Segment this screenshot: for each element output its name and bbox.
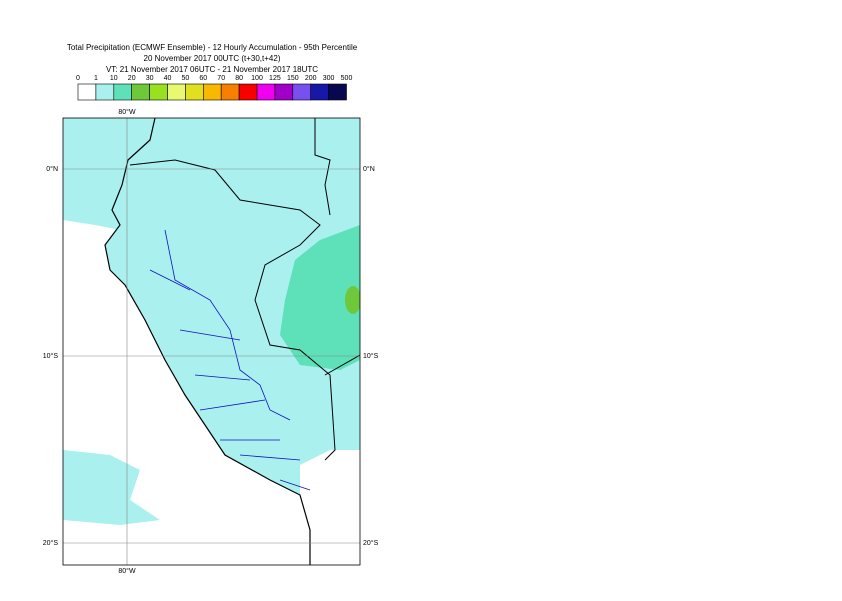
legend-label: 60 [199, 75, 207, 82]
valid-time: VT: 21 November 2017 06UTC - 21 November… [106, 65, 318, 74]
lon-label: 80°W [118, 108, 136, 116]
legend: 0 1 10 20 30 40 50 60 70 80 100 125 150 200 300 500 [76, 75, 353, 101]
map [63, 118, 360, 565]
lat-label: 10°S [43, 352, 59, 360]
dry-area [300, 450, 360, 565]
legend-box [185, 83, 204, 101]
lat-label: 20°S [363, 539, 379, 547]
title: Total Precipitation (ECMWF Ensemble) - 1… [67, 43, 358, 52]
legend-label: 20 [128, 75, 136, 82]
legend-label: 30 [146, 75, 154, 82]
border [129, 118, 360, 461]
lat-label: 0°N [46, 165, 58, 173]
legend-box [274, 83, 294, 101]
precip-area [280, 225, 360, 370]
legend-label: 80 [235, 75, 243, 82]
legend-box [77, 83, 97, 101]
legend-box [131, 83, 150, 101]
legend-box [149, 83, 168, 101]
legend-label: 200 [305, 75, 317, 82]
legend-box [310, 83, 329, 101]
region-border [149, 229, 311, 491]
legend-label: 100 [251, 75, 263, 82]
lat-label: 10°S [363, 352, 379, 360]
lon-label: 80°W [118, 567, 136, 575]
legend-box [167, 83, 186, 101]
legend-box [292, 83, 311, 101]
legend-box [95, 83, 115, 101]
base-time: 20 November 2017 00UTC (t+30,t+42) [144, 54, 281, 63]
precip-area [345, 286, 360, 314]
legend-label: 500 [341, 75, 353, 82]
legend-label: 125 [269, 75, 281, 82]
lat-label: 20°S [43, 539, 59, 547]
lat-label: 0°N [363, 165, 375, 173]
legend-box [328, 83, 347, 101]
legend-label: 1 [94, 75, 98, 82]
legend-box [113, 83, 133, 101]
legend-label: 10 [110, 75, 118, 82]
coastline [104, 118, 311, 565]
legend-box [220, 83, 240, 101]
legend-box [256, 83, 276, 101]
legend-box [203, 83, 222, 101]
map-frame [62, 117, 361, 566]
legend-label: 70 [217, 75, 225, 82]
legend-label: 40 [164, 75, 172, 82]
legend-label: 50 [182, 75, 190, 82]
legend-label: 150 [287, 75, 299, 82]
legend-label: 0 [76, 75, 80, 82]
legend-box [238, 83, 258, 101]
legend-label: 300 [323, 75, 335, 82]
precip-area [63, 450, 160, 525]
